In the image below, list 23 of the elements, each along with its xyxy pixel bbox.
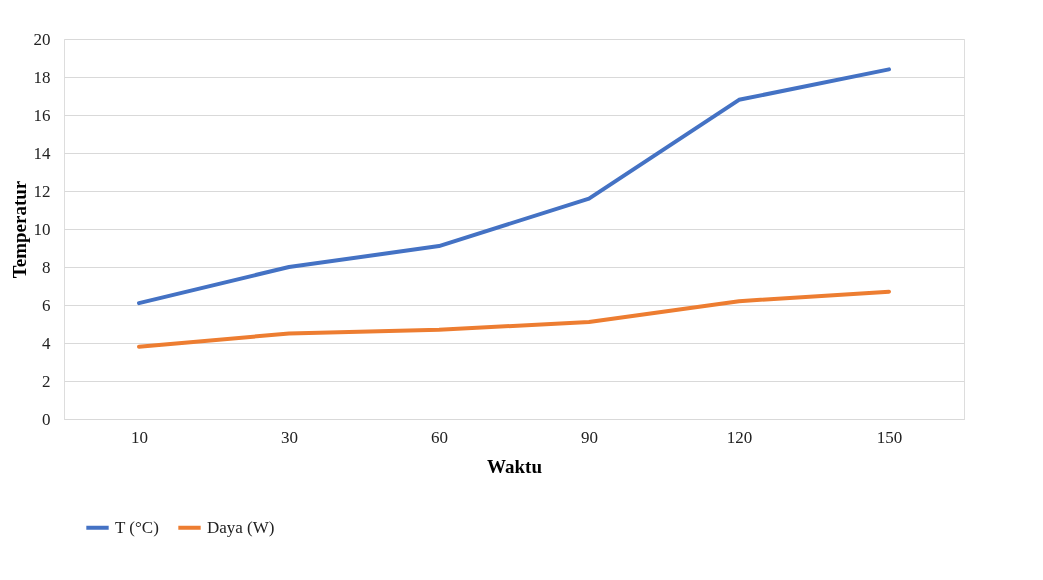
y-tick-label: 10 xyxy=(33,219,51,239)
x-tick-label: 120 xyxy=(726,427,753,447)
y-tick-label: 8 xyxy=(42,257,51,277)
y-axis-title: Temperatur xyxy=(8,180,30,279)
y-tick-label: 18 xyxy=(33,67,51,87)
y-tick-label: 0 xyxy=(42,409,51,429)
x-tick-label: 150 xyxy=(876,427,903,447)
y-tick-label: 6 xyxy=(42,295,51,315)
y-tick-label: 2 xyxy=(42,371,51,391)
legend-label: T (°C) xyxy=(115,517,159,537)
x-axis-title: Waktu xyxy=(487,455,543,477)
y-tick-label: 14 xyxy=(33,143,51,163)
x-tick-label: 90 xyxy=(581,427,598,447)
line-series xyxy=(137,67,891,306)
x-tick-label: 30 xyxy=(281,427,298,447)
legend-label: Daya (W) xyxy=(207,517,275,537)
x-tick-label: 60 xyxy=(431,427,448,447)
y-tick-label: 16 xyxy=(33,105,51,125)
y-tick-label: 20 xyxy=(33,29,51,49)
x-tick-label: 10 xyxy=(131,427,148,447)
line-series xyxy=(137,289,891,349)
y-tick-label: 4 xyxy=(42,333,51,353)
y-tick-label: 12 xyxy=(33,181,51,201)
